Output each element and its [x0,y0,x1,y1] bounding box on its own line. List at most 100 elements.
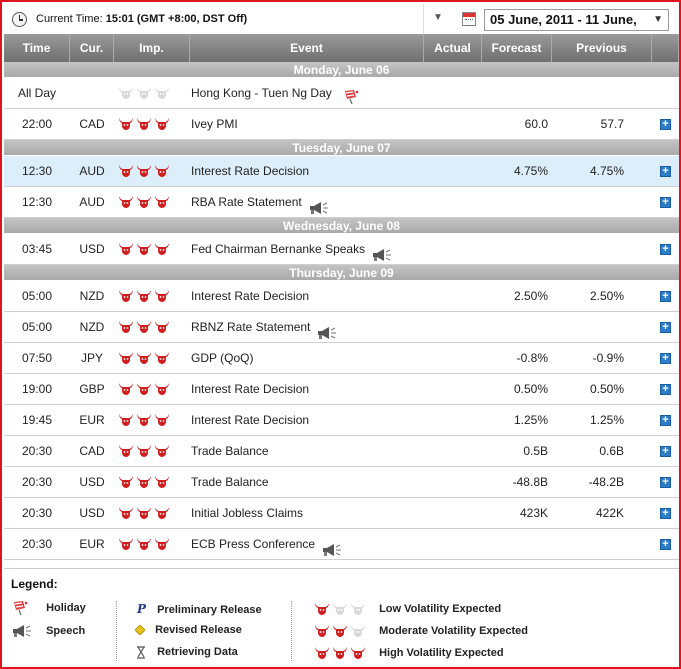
plus-icon[interactable]: + [660,415,671,426]
event-currency: CAD [79,117,105,131]
bull-icon [154,195,170,209]
event-previous: -48.2B [588,475,624,489]
event-name-text: Trade Balance [191,444,269,458]
bull-icon [154,242,170,256]
event-previous: 422K [595,506,624,520]
table-row[interactable]: 12:30 AUD RBA Rate Statement + [4,187,679,218]
header-actual[interactable]: Actual [424,34,482,62]
plus-icon[interactable]: + [660,291,671,302]
event-currency: CAD [79,444,105,458]
header-forecast[interactable]: Forecast [482,34,552,62]
legend-speech: Speech [11,624,85,638]
plus-icon[interactable]: + [660,244,671,255]
event-actual [424,281,482,311]
header-currency[interactable]: Cur. [70,34,114,62]
plus-icon[interactable]: + [660,384,671,395]
table-row[interactable]: 07:50 JPY GDP (QoQ) -0.8% -0.9% + [4,343,679,374]
header-previous[interactable]: Previous [552,34,652,62]
megaphone-icon [11,624,33,638]
table-row[interactable]: 19:45 EUR Interest Rate Decision 1.25% 1.25%… [4,405,679,436]
bull-icon [136,195,152,209]
event-currency: USD [79,475,105,489]
calendar-icon[interactable] [462,12,476,26]
event-name-text: Interest Rate Decision [191,413,310,427]
event-time: 20:30 [21,475,53,489]
event-importance [118,187,190,217]
bull-rating [314,624,368,638]
table-row[interactable]: All Day Hong Kong - Tuen Ng Day [4,78,679,109]
event-name: Initial Jobless Claims [189,498,429,528]
header-expand [652,34,679,62]
event-time: 05:00 [21,289,53,303]
table-row[interactable]: 03:45 USD Fed Chairman Bernanke Speaks + [4,234,679,265]
holiday-icon [11,600,29,616]
table-row[interactable]: 12:30 AUD Interest Rate Decision 4.75% 4.75%… [4,156,679,187]
header-event[interactable]: Event [190,34,424,62]
timezone-dropdown[interactable]: ▼ [423,4,451,34]
event-importance [118,436,190,466]
bull-icon [154,117,170,131]
event-importance [118,529,190,559]
event-importance [118,109,190,139]
event-currency: EUR [79,537,105,551]
table-row[interactable]: 22:00 CAD Ivey PMI 60.0 57.7 + [4,109,679,140]
event-previous [552,78,624,108]
plus-icon[interactable]: + [660,539,671,550]
table-row[interactable]: 05:00 NZD RBNZ Rate Statement + [4,312,679,343]
legend-divider [291,601,292,661]
expand-cell: + [656,343,672,373]
event-forecast: -0.8% [516,351,548,365]
legend-retrieving-label: Retrieving Data [157,646,238,659]
plus-icon[interactable]: + [660,508,671,519]
event-time: 22:00 [21,117,53,131]
table-body: Monday, June 06 All Day Hong Kong - Tuen N… [4,62,679,560]
bull-icon [136,320,152,334]
table-row[interactable]: 05:00 NZD Interest Rate Decision 2.50% 2.50%… [4,281,679,312]
event-previous [552,312,624,342]
plus-icon[interactable]: + [660,166,671,177]
table-row[interactable]: 19:00 GBP Interest Rate Decision 0.50% 0.50%… [4,374,679,405]
header-time[interactable]: Time [4,34,70,62]
bull-icon [154,86,170,100]
bull-icon [118,351,134,365]
event-actual [424,187,482,217]
event-name-text: Initial Jobless Claims [191,506,304,520]
table-row[interactable]: 20:30 CAD Trade Balance 0.5B 0.6B + [4,436,679,467]
bull-icon [154,382,170,396]
plus-icon[interactable]: + [660,353,671,364]
legend-low-label: Low Volatility Expected [379,602,502,615]
bull-icon [136,242,152,256]
event-name: ECB Press Conference [189,529,429,559]
event-importance [118,405,190,435]
plus-icon[interactable]: + [660,322,671,333]
table-row[interactable]: 20:30 USD Initial Jobless Claims 423K 422K + [4,498,679,529]
megaphone-icon [316,321,338,339]
legend-divider [116,601,117,661]
plus-icon[interactable]: + [660,446,671,457]
event-forecast: 0.5B [523,444,548,458]
bull-icon [118,164,134,178]
holiday-icon [342,86,360,105]
plus-icon[interactable]: + [660,197,671,208]
plus-icon[interactable]: + [660,119,671,130]
event-actual [424,109,482,139]
event-name: Interest Rate Decision [189,374,429,404]
table-row[interactable]: 20:30 USD Trade Balance -48.8B -48.2B + [4,467,679,498]
event-currency: GBP [79,382,105,396]
event-time: 19:00 [21,382,53,396]
bull-icon [118,86,134,100]
event-time: 20:30 [21,506,53,520]
event-previous [552,529,624,559]
event-name: RBNZ Rate Statement [189,312,429,342]
bull-icon [314,624,330,638]
plus-icon[interactable]: + [660,477,671,488]
table-row[interactable]: 20:30 EUR ECB Press Conference + [4,529,679,560]
legend-high: High Volatility Expected [314,646,504,660]
expand-cell: + [656,234,672,264]
date-range-select[interactable]: 05 June, 2011 - 11 June, 2011 ▼ [484,9,669,47]
bull-icon [350,602,366,616]
bull-icon [118,289,134,303]
event-currency: EUR [79,413,105,427]
header-importance[interactable]: Imp. [114,34,190,62]
clock-icon [12,12,27,27]
